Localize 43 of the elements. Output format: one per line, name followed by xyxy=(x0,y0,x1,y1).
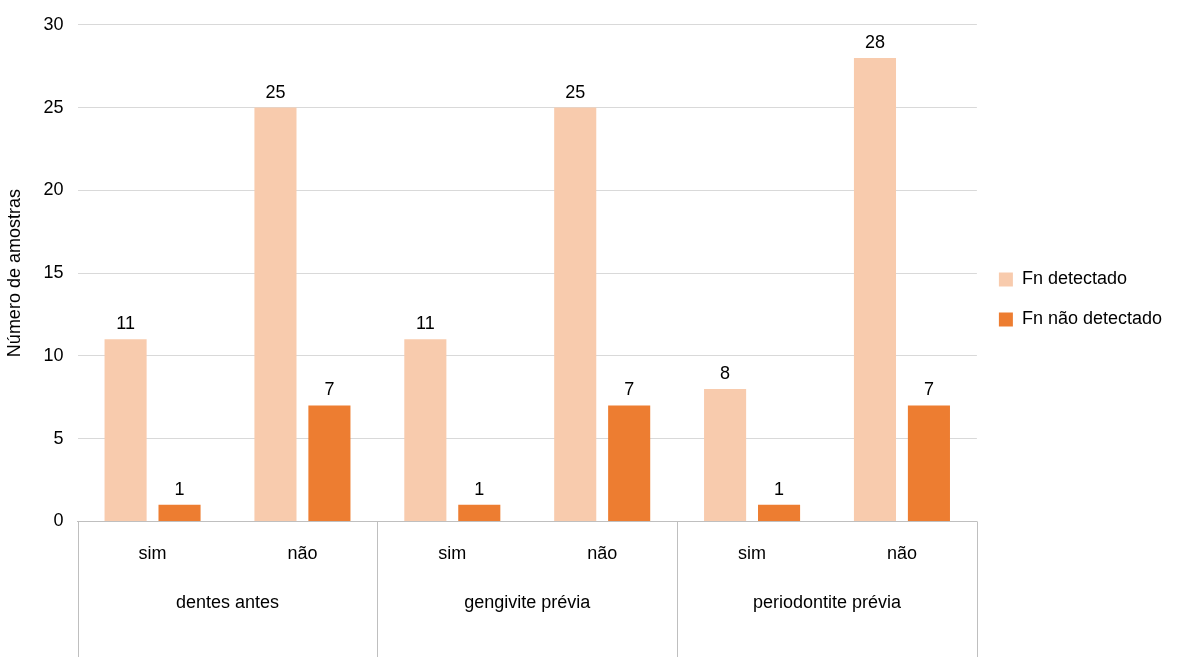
bar xyxy=(404,339,447,521)
data-label: 1 xyxy=(474,478,485,499)
y-axis-title: Número de amostras xyxy=(3,189,24,358)
x-tick-label: não xyxy=(886,543,917,564)
text: gengivite prévia xyxy=(464,592,592,613)
data-label: 11 xyxy=(416,313,435,334)
text: periodontite prévia xyxy=(752,592,903,613)
data-label: 7 xyxy=(923,379,934,400)
y-tick-label: 10 xyxy=(43,344,64,365)
y-tick-label: 30 xyxy=(43,13,64,34)
bar xyxy=(554,107,597,521)
data-label: 28 xyxy=(864,31,885,52)
legend-label: Fn não detectado xyxy=(1021,308,1162,329)
data-label: 25 xyxy=(565,81,586,102)
y-tick-label: 0 xyxy=(53,510,64,531)
data-label: 1 xyxy=(174,478,185,499)
text: dentes antes xyxy=(175,592,280,613)
data-label: 25 xyxy=(265,81,286,102)
bar xyxy=(158,504,201,521)
data-label: 7 xyxy=(624,379,635,400)
y-tick-label: 20 xyxy=(43,179,64,200)
bar xyxy=(308,405,351,521)
bar xyxy=(608,405,651,521)
data-label: 1 xyxy=(774,478,785,499)
bar xyxy=(853,57,897,521)
data-label: 7 xyxy=(324,379,335,400)
y-tick-label: 15 xyxy=(43,262,64,283)
legend-label: Fn detectado xyxy=(1021,268,1127,289)
bar xyxy=(104,339,147,521)
x-tick-label: não xyxy=(287,543,318,564)
data-label: 11 xyxy=(116,313,135,334)
x-tick-label: sim xyxy=(138,543,167,564)
bar xyxy=(704,388,747,521)
y-tick-label: 5 xyxy=(53,427,64,448)
x-tick-label: sim xyxy=(738,543,767,564)
bar xyxy=(758,504,801,521)
bar xyxy=(458,504,501,521)
x-tick-label: não xyxy=(587,543,618,564)
bar xyxy=(907,405,950,521)
data-label: 8 xyxy=(720,362,731,383)
y-tick-label: 25 xyxy=(43,96,64,117)
bar xyxy=(254,107,297,521)
x-tick-label: sim xyxy=(438,543,467,564)
